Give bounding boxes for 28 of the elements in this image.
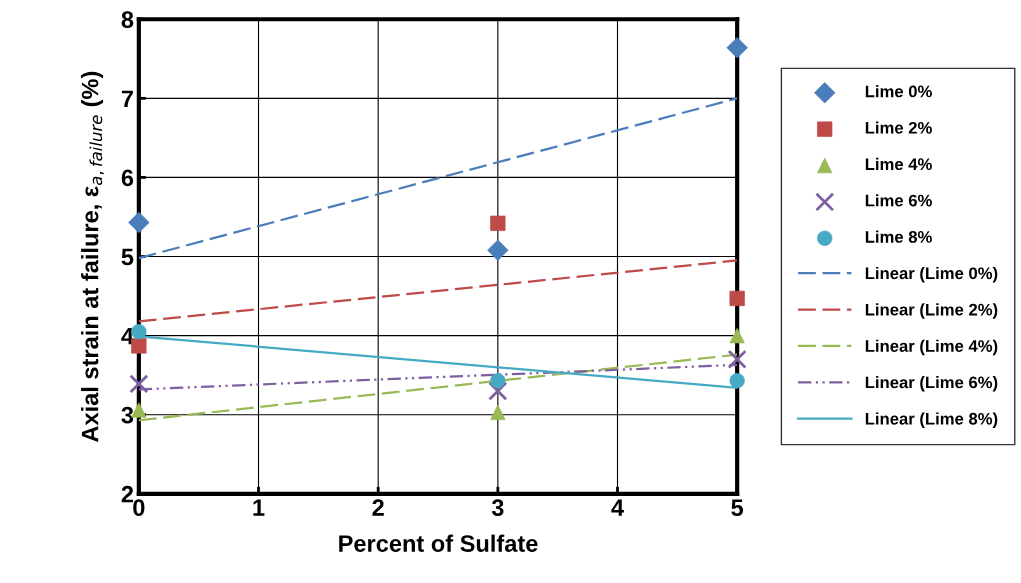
y-tick-label: 6: [121, 169, 134, 187]
legend-label: Lime 2%: [865, 121, 932, 134]
y-tick-label: 7: [121, 90, 133, 107]
y-tick-label: 2: [121, 485, 134, 503]
legend-label: Lime 8%: [865, 230, 932, 243]
legend-label: Lime 0%: [865, 85, 932, 98]
y-tick-label: 3: [121, 406, 134, 424]
point: [488, 381, 508, 401]
legend-label: Linear (Lime 6%): [865, 376, 998, 392]
legend-label: Linear (Lime 0%): [865, 266, 998, 283]
x-tick-label: 3: [491, 499, 504, 517]
x-tick-label: 2: [372, 499, 384, 516]
y-tick-label: 8: [121, 11, 134, 29]
x-tick-label: 0: [133, 499, 145, 517]
legend-label: Linear (Lime 2%): [865, 303, 998, 319]
x-axis-title: Percent of Sulfate: [339, 534, 538, 552]
x-tick-label: 4: [611, 499, 624, 516]
y-axis-title: Axial strain at failure, ε$_{a,failure}$ (%): [81, 71, 104, 442]
x-tick-label: 1: [253, 499, 265, 516]
y-tick-label: 5: [121, 248, 134, 266]
x-tick-label: 5: [731, 499, 744, 517]
point: [129, 374, 149, 394]
y-tick-label: 4: [121, 327, 134, 345]
legend-label: Linear (Lime 8%): [865, 412, 998, 428]
legend-label: Lime 4%: [865, 157, 932, 171]
legend-label: Lime 6%: [865, 194, 932, 207]
point: [727, 349, 747, 369]
legend-label: Linear (Lime 4%): [865, 339, 998, 356]
